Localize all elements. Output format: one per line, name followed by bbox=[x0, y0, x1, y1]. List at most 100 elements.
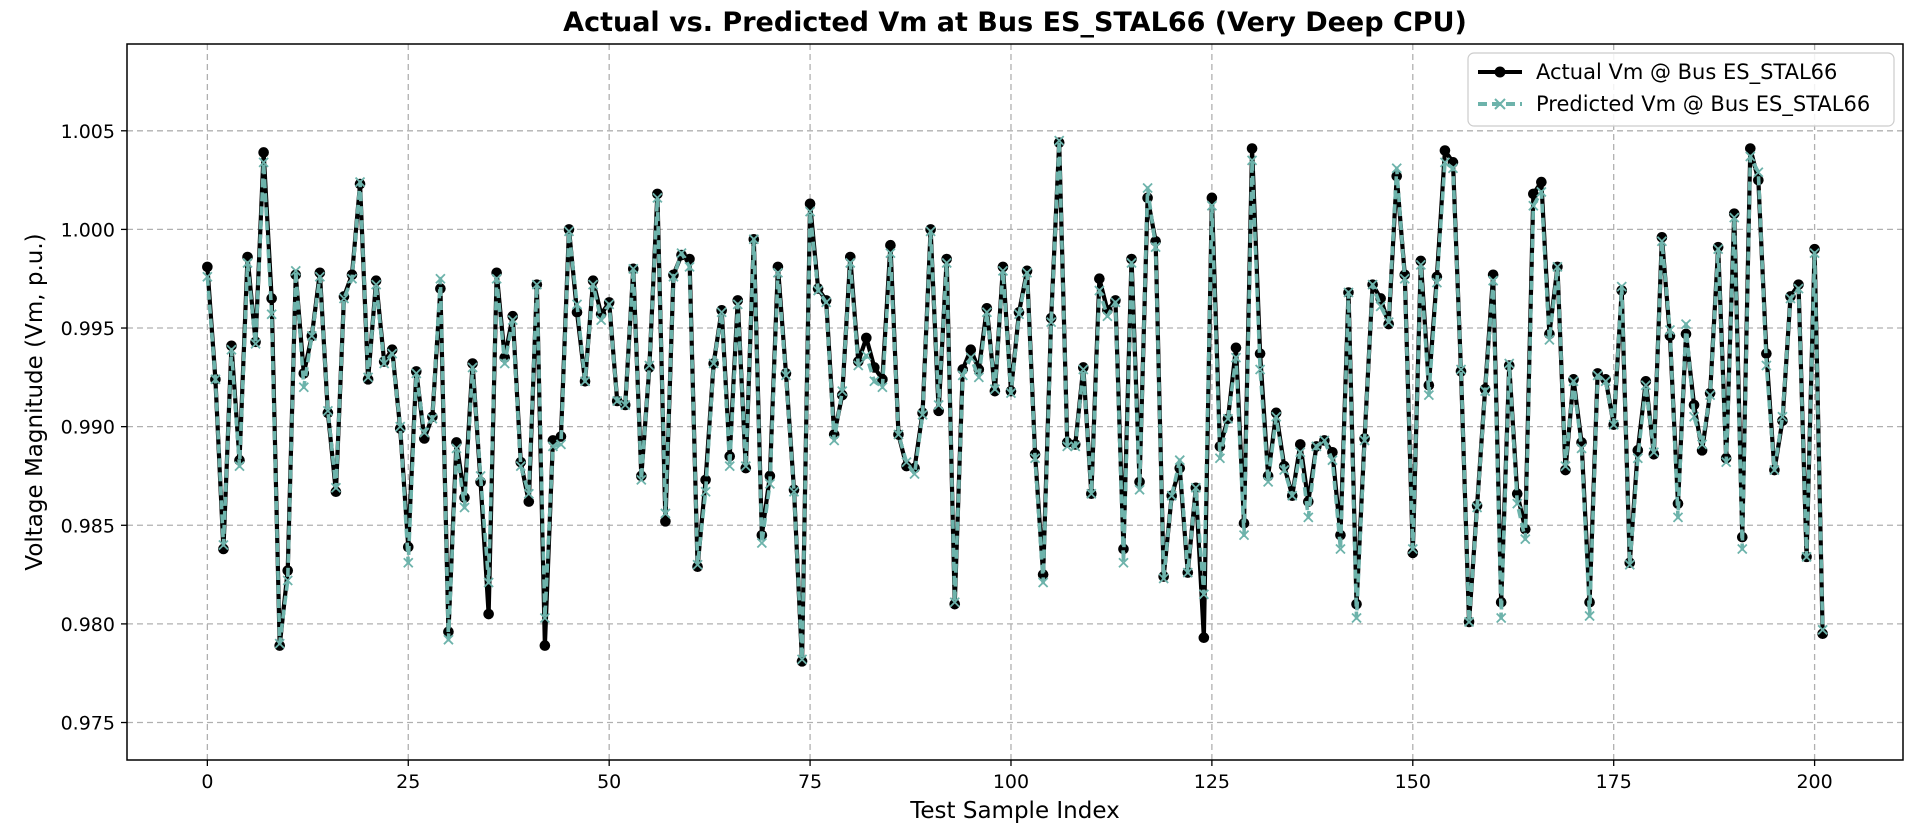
actual-point bbox=[981, 303, 993, 314]
actual-point bbox=[861, 332, 872, 344]
predicted-point bbox=[1753, 167, 1764, 178]
predicted-point bbox=[258, 157, 269, 168]
y-tick-label: 1.005 bbox=[61, 121, 115, 143]
predicted-point bbox=[1680, 318, 1692, 330]
y-tick-label: 1.000 bbox=[61, 219, 115, 241]
predicted-point bbox=[1504, 358, 1515, 369]
y-tick-label: 0.980 bbox=[61, 614, 115, 636]
predicted-point bbox=[1367, 279, 1378, 290]
predicted-point bbox=[1568, 376, 1579, 387]
legend-item-actual: Actual Vm @ Bus ES_STAL66 bbox=[1478, 60, 1837, 85]
predicted-point bbox=[1544, 334, 1555, 346]
actual-point bbox=[1712, 241, 1724, 253]
predicted-point bbox=[837, 386, 848, 397]
predicted-point bbox=[957, 370, 968, 381]
predicted-point bbox=[1447, 163, 1459, 174]
actual-point bbox=[885, 239, 896, 251]
actual-point bbox=[652, 188, 663, 200]
actual-point bbox=[571, 306, 583, 318]
actual-point bbox=[1728, 208, 1740, 219]
predicted-point bbox=[1190, 482, 1201, 493]
x-tick-label: 0 bbox=[201, 771, 213, 793]
x-tick-label: 100 bbox=[993, 771, 1029, 793]
actual-point bbox=[1230, 342, 1242, 354]
predicted-point bbox=[1536, 186, 1547, 198]
predicted-point bbox=[869, 376, 880, 387]
actual-point bbox=[1511, 488, 1523, 500]
predicted-point bbox=[1375, 301, 1386, 312]
predicted-point bbox=[419, 427, 430, 438]
actual-point bbox=[965, 344, 977, 356]
predicted-point bbox=[829, 435, 840, 446]
actual-point bbox=[1391, 170, 1403, 182]
predicted-point bbox=[981, 307, 993, 318]
x-tick-label: 150 bbox=[1395, 771, 1431, 793]
predicted-point bbox=[403, 557, 414, 568]
predicted-point bbox=[1126, 257, 1137, 269]
actual-point bbox=[1415, 255, 1427, 267]
x-tick-label: 200 bbox=[1796, 771, 1832, 793]
actual-point bbox=[218, 543, 229, 555]
x-tick-label: 75 bbox=[798, 771, 822, 793]
legend-marker-predicted bbox=[1494, 98, 1506, 110]
actual-point bbox=[451, 437, 462, 448]
actual-point bbox=[1037, 569, 1049, 580]
actual-point bbox=[314, 267, 326, 279]
predicted-point bbox=[250, 338, 261, 349]
predicted-point bbox=[523, 488, 534, 499]
actual-point bbox=[1568, 374, 1579, 385]
actual-point bbox=[740, 462, 752, 474]
predicted-point bbox=[1174, 455, 1185, 466]
actual-point bbox=[732, 295, 744, 306]
predicted-point bbox=[1142, 182, 1153, 194]
actual-point bbox=[1696, 445, 1708, 456]
y-tick-label: 0.990 bbox=[61, 417, 115, 439]
predicted-point bbox=[676, 247, 687, 259]
actual-point bbox=[1078, 362, 1089, 373]
predicted-point bbox=[1311, 441, 1322, 452]
actual-point bbox=[242, 251, 253, 263]
predicted-point bbox=[282, 575, 293, 586]
legend-label-predicted: Predicted Vm @ Bus ES_STAL66 bbox=[1536, 92, 1870, 117]
predicted-point bbox=[1632, 453, 1643, 464]
predicted-point bbox=[1054, 135, 1065, 146]
predicted-point bbox=[660, 508, 671, 519]
predicted-point bbox=[1455, 364, 1467, 375]
predicted-point bbox=[812, 285, 824, 296]
predicted-point bbox=[475, 470, 486, 482]
plot-frame bbox=[126, 43, 1904, 761]
predicted-point bbox=[804, 206, 816, 217]
predicted-point bbox=[395, 421, 406, 432]
actual-point bbox=[772, 261, 784, 273]
x-tick-label: 25 bbox=[396, 771, 420, 793]
predicted-point bbox=[202, 271, 213, 282]
predicted-point bbox=[226, 344, 237, 355]
predicted-point bbox=[853, 360, 864, 371]
predicted-point bbox=[451, 443, 462, 454]
predicted-point bbox=[1624, 559, 1635, 570]
actual-point bbox=[1600, 374, 1611, 385]
predicted-point bbox=[1021, 267, 1033, 278]
predicted-point bbox=[314, 271, 326, 282]
legend-item-predicted: Predicted Vm @ Bus ES_STAL66 bbox=[1478, 92, 1870, 117]
predicted-series-line bbox=[205, 138, 1825, 662]
predicted-point bbox=[1319, 435, 1330, 446]
legend-box bbox=[1467, 52, 1895, 127]
predicted-point bbox=[387, 348, 398, 359]
predicted-point bbox=[1166, 490, 1177, 501]
predicted-point bbox=[370, 279, 382, 290]
actual-point bbox=[796, 656, 808, 667]
predicted-point bbox=[507, 315, 518, 326]
predicted-point bbox=[1721, 457, 1732, 468]
actual-point bbox=[563, 224, 575, 235]
predicted-point bbox=[740, 460, 751, 472]
predicted-point bbox=[1696, 439, 1708, 450]
actual-point bbox=[411, 366, 422, 377]
predicted-point bbox=[210, 374, 221, 385]
x-axis-label: Test Sample Index bbox=[909, 798, 1119, 824]
predicted-point bbox=[491, 273, 502, 284]
actual-point bbox=[933, 405, 944, 417]
predicted-point bbox=[756, 537, 767, 549]
predicted-point bbox=[1158, 573, 1169, 584]
actual-point bbox=[603, 297, 615, 308]
